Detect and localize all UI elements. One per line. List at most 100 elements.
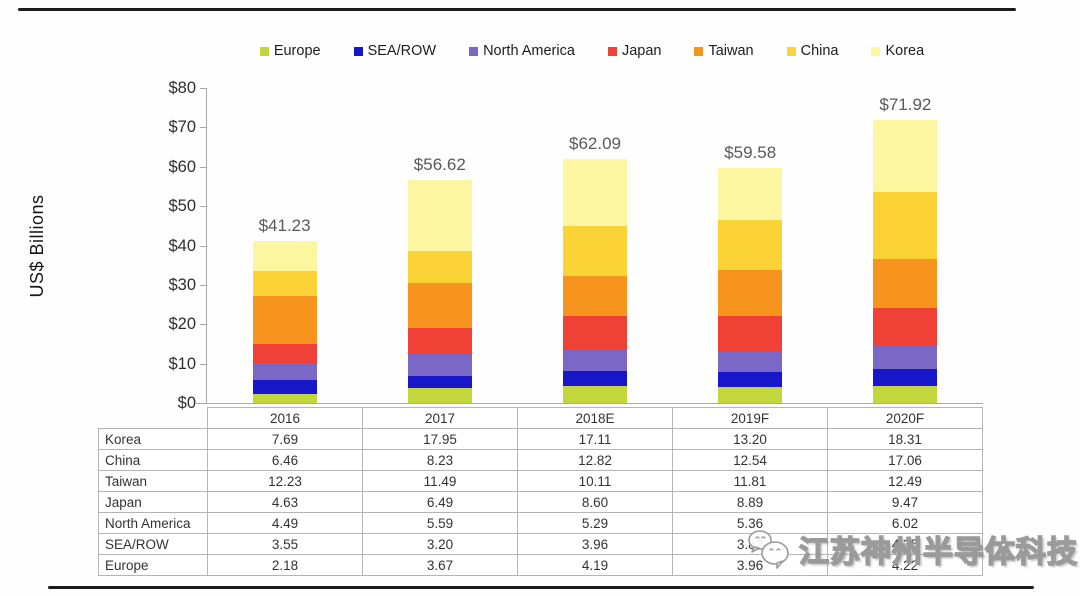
table-value-cell: 17.95 [362,428,518,450]
bottom-divider [48,586,1034,589]
y-tick-label: $10 [168,354,196,373]
bar-segment-sea-row [252,380,317,395]
bar-segment-taiwan [563,276,627,317]
legend-item-taiwan: Taiwan [694,43,754,59]
bar-segment-china [718,220,783,270]
bar-segment-europe [718,387,783,403]
table-value-cell: 3.96 [672,554,828,576]
bar-segment-taiwan [252,296,317,345]
bar-segment-korea [718,168,783,221]
table-value-cell: 3.96 [517,533,673,555]
legend-swatch [469,46,479,56]
bar-segment-taiwan [873,259,938,309]
bar-segment-north-america [873,345,938,370]
table-value-cell: 6.49 [362,491,518,513]
bar-segment-china [252,270,317,297]
bar-segment-china [563,225,627,277]
table-value-cell: 13.20 [672,428,828,450]
x-axis-line [196,403,983,404]
legend-item-korea: Korea [871,43,924,59]
table-value-cell: 8.89 [672,491,828,513]
bar-segment-sea-row [563,370,627,387]
data-table: 2016 2017 2018E 2019F 2020F Korea 7.69 17.95 17.… [98,407,983,576]
table-row: Korea 7.69 17.95 17.11 13.20 18.31 [98,428,983,450]
table-row-label: SEA/ROW [98,533,208,555]
bar-segment-korea [563,158,627,226]
table-value-cell: 3.20 [362,533,518,555]
y-tick-label: $70 [168,118,196,137]
stacked-bar-2020F [873,119,938,403]
table-year-header: 2016 [207,407,363,429]
stacked-bar-2019F [718,168,783,403]
table-value-cell: 17.06 [827,449,983,471]
bar-total-label: $62.09 [569,133,621,153]
y-tick-mark [200,166,206,168]
bar-segment-taiwan [407,283,472,329]
table-value-cell: 10.11 [517,470,673,492]
table-row-label: North America [98,512,208,534]
legend-item-japan: Japan [607,43,661,59]
legend-item-china: China [786,43,838,59]
y-axis-line [206,88,207,403]
table-value-cell: 11.81 [672,470,828,492]
y-tick-label: $30 [168,275,196,294]
table-value-cell: 3.82 [672,533,828,555]
stacked-bar-2017 [407,180,472,403]
table-value-cell: 4.49 [207,512,363,534]
bar-total-label: $71.92 [879,94,932,114]
table-value-cell: 3.55 [207,533,363,555]
legend-label: SEA/ROW [367,43,437,59]
bar-segment-sea-row [407,375,472,389]
table-value-cell: 5.29 [517,512,673,534]
top-divider [18,8,1016,11]
y-tick-mark [200,363,206,365]
legend-swatch [259,46,269,56]
stacked-bar-2018E [563,158,627,403]
bar-segment-north-america [407,353,472,376]
bar-segment-korea [873,119,938,192]
stacked-bar-2016 [252,240,317,403]
table-value-cell: 17.11 [517,428,673,450]
y-tick-label: $20 [168,315,196,334]
y-tick-mark [200,324,206,326]
table-row: Taiwan 12.23 11.49 10.11 11.81 12.49 [98,470,983,492]
y-axis-title: US$ Billions [27,194,47,298]
table-value-cell: 4.35 [827,533,983,555]
bar-segment-sea-row [873,369,938,387]
table-row: North America 4.49 5.59 5.29 5.36 6.02 [98,512,983,534]
bar-segment-korea [407,180,472,251]
bar-total-label: $41.23 [258,215,311,235]
y-tick-mark [200,403,206,404]
bar-segment-europe [407,388,472,403]
bar-segment-china [873,191,938,260]
table-value-cell: 9.47 [827,491,983,513]
table-value-cell: 4.63 [207,491,363,513]
legend-swatch [694,46,704,56]
bar-segment-korea [252,240,317,271]
bar-segment-north-america [718,351,783,373]
legend-label: North America [483,43,575,59]
bar-segment-japan [873,308,938,346]
table-value-cell: 8.60 [517,491,673,513]
bar-total-label: $59.58 [724,143,777,163]
bar-segment-north-america [252,362,317,381]
table-year-header: 2020F [827,407,983,429]
bar-segment-japan [407,328,472,354]
legend-swatch [353,46,363,56]
legend-item-north-america: North America [469,43,575,59]
y-tick-mark [200,127,206,129]
table-row-label: China [98,449,208,471]
y-tick-mark [200,245,206,247]
legend-swatch [871,46,881,56]
bar-segment-north-america [563,350,627,371]
y-tick-label: $60 [168,157,196,176]
table-row: Japan 4.63 6.49 8.60 8.89 9.47 [98,491,983,513]
table-value-cell: 12.82 [517,449,673,471]
legend-label: Europe [273,43,321,59]
table-row-label: Korea [98,428,208,450]
bar-segment-japan [718,316,783,352]
table-value-cell: 6.46 [207,449,363,471]
table-value-cell: 3.67 [362,554,518,576]
y-tick-label: $80 [168,79,196,97]
legend-swatch [786,46,796,56]
